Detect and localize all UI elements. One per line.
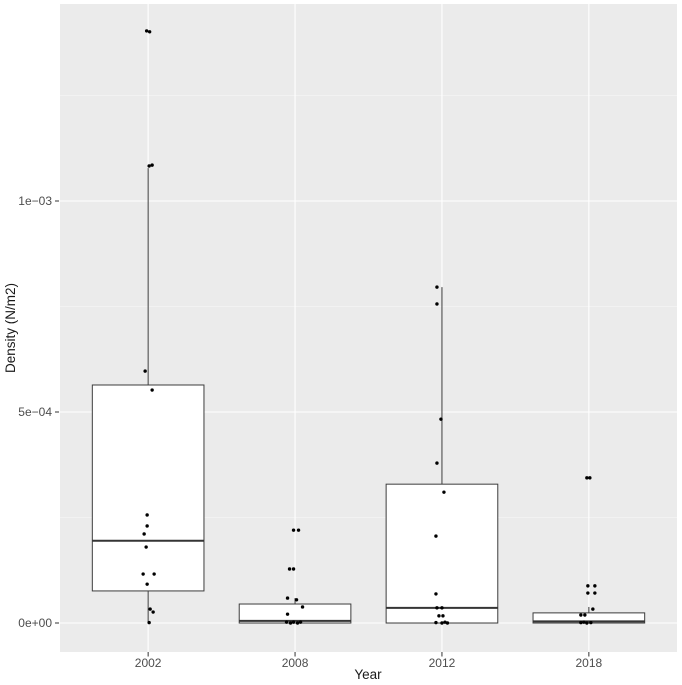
jitter-point xyxy=(583,613,587,617)
jitter-point xyxy=(579,613,583,617)
jitter-point xyxy=(288,621,293,625)
jitter-point xyxy=(445,621,450,625)
jitter-point xyxy=(591,607,595,611)
jitter-point xyxy=(440,606,444,610)
jitter-point xyxy=(588,476,592,480)
x-tick-label: 2002 xyxy=(135,656,162,670)
jitter-point xyxy=(144,545,148,549)
jitter-point xyxy=(593,584,597,588)
jitter-point xyxy=(287,567,292,571)
jitter-point xyxy=(589,620,593,625)
x-tick-label: 2018 xyxy=(576,656,603,670)
jitter-point xyxy=(291,620,296,624)
y-tick-label: 5e−04 xyxy=(18,405,52,419)
jitter-point xyxy=(145,513,149,517)
jitter-point xyxy=(291,567,296,571)
jitter-point xyxy=(579,620,583,625)
jitter-point xyxy=(435,461,439,465)
y-tick-label: 1e−03 xyxy=(18,194,52,208)
box-2018 xyxy=(532,612,646,624)
x-axis-title: Year xyxy=(354,667,382,682)
jitter-point xyxy=(150,388,154,392)
box-2012 xyxy=(385,483,499,624)
jitter-point xyxy=(298,620,303,624)
jitter-point xyxy=(143,369,147,373)
jitter-point xyxy=(440,621,444,625)
jitter-point xyxy=(141,572,145,576)
jitter-point xyxy=(147,164,151,168)
jitter-point xyxy=(439,417,443,421)
jitter-point xyxy=(147,620,151,625)
jitter-point xyxy=(285,612,290,616)
y-tick-label: 0e+00 xyxy=(18,616,52,630)
jitter-point xyxy=(296,528,301,532)
jitter-point xyxy=(435,285,439,289)
jitter-point xyxy=(434,620,438,625)
jitter-point xyxy=(437,614,441,618)
jitter-point xyxy=(147,30,152,34)
x-tick-label: 2008 xyxy=(282,656,309,670)
jitter-point xyxy=(435,606,439,610)
jitter-point xyxy=(151,610,155,614)
jitter-point xyxy=(291,528,296,532)
jitter-point xyxy=(152,572,156,576)
jitter-point xyxy=(585,476,589,480)
jitter-point xyxy=(434,592,438,596)
jitter-point xyxy=(294,598,299,602)
jitter-point xyxy=(300,605,305,609)
jitter-point xyxy=(145,582,149,586)
jitter-point xyxy=(582,620,586,624)
jitter-point xyxy=(285,596,290,600)
jitter-point xyxy=(586,591,590,595)
jitter-point xyxy=(586,584,590,588)
jitter-point xyxy=(442,490,446,494)
y-axis-title: Density (N/m2) xyxy=(3,283,18,373)
jitter-point xyxy=(144,29,149,33)
jitter-point xyxy=(593,591,597,595)
box-2002 xyxy=(91,384,205,592)
jitter-point xyxy=(148,607,152,611)
jitter-point xyxy=(434,534,438,538)
x-tick-label: 2012 xyxy=(429,656,456,670)
jitter-point xyxy=(585,621,589,625)
jitter-point xyxy=(145,524,149,528)
jitter-point xyxy=(284,620,289,624)
jitter-point xyxy=(295,621,300,625)
box-2008 xyxy=(238,603,352,624)
jitter-point xyxy=(435,302,439,306)
jitter-point xyxy=(150,163,154,167)
jitter-point xyxy=(441,614,445,618)
jitter-point xyxy=(142,532,146,536)
chart-layer: 0e+00 5e−04 1e−03 2002 2008 2012 2018 xyxy=(18,4,677,670)
